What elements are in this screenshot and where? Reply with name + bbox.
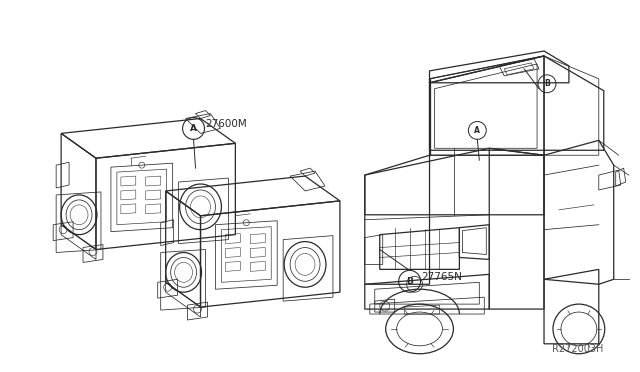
Text: A: A [190,124,197,133]
Text: 27600M: 27600M [205,119,247,129]
Text: R272003H: R272003H [552,344,604,354]
Text: A: A [474,126,480,135]
Text: 27765N: 27765N [422,272,463,282]
Text: B: B [406,277,413,286]
Text: B: B [544,79,550,88]
